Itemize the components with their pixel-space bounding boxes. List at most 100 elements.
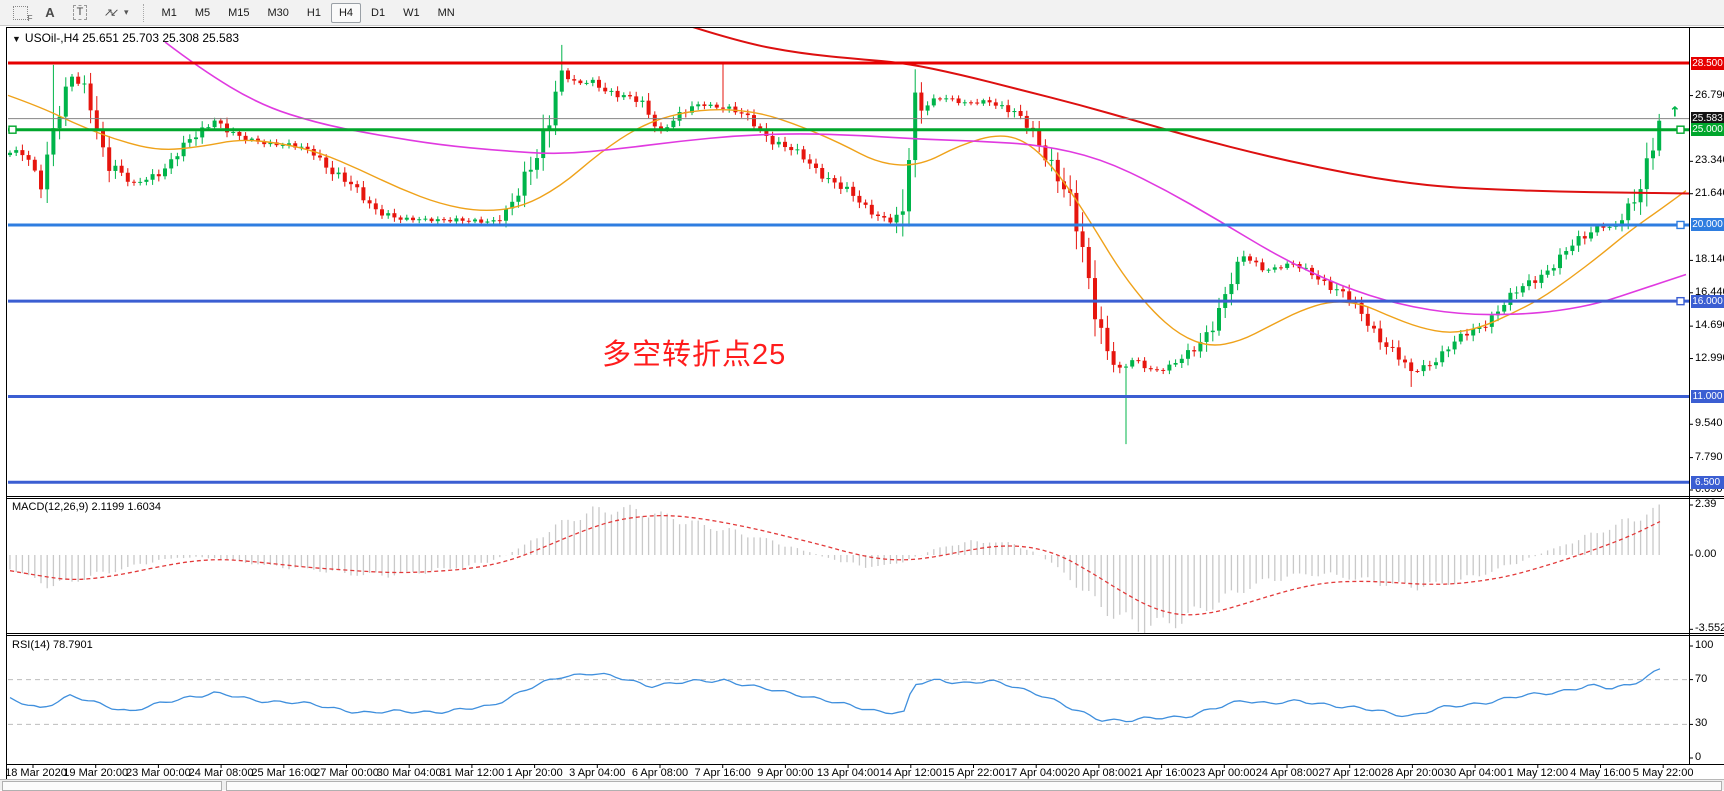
- candle-body: [1477, 326, 1482, 329]
- candle-body: [473, 219, 477, 222]
- candle-body: [1638, 189, 1643, 203]
- candle-body: [138, 181, 143, 183]
- timeframe-button-m30[interactable]: M30: [260, 3, 297, 23]
- candle-body: [125, 172, 130, 182]
- candle-body: [690, 106, 694, 113]
- candle-body: [1248, 256, 1252, 261]
- candle-body: [1217, 307, 1221, 331]
- candle-body: [187, 139, 192, 143]
- candle-body: [702, 104, 707, 106]
- text-tool-icon[interactable]: T: [68, 3, 92, 23]
- candle-body: [1198, 341, 1203, 352]
- candle-body: [1347, 291, 1352, 302]
- rsi-tick-label: 30: [1695, 717, 1708, 730]
- rsi-tick-label: 70: [1695, 672, 1708, 685]
- ma-orange-line: [7, 94, 1687, 346]
- price-badge: 11.000: [1691, 389, 1724, 403]
- candle-body: [566, 70, 570, 80]
- candle-body: [776, 141, 781, 145]
- candle-body: [621, 95, 626, 98]
- chart-shift-icon[interactable]: F: [8, 3, 33, 23]
- candle-body: [1620, 220, 1624, 225]
- candle-body: [1210, 330, 1215, 333]
- candle-body: [925, 105, 930, 111]
- candle-body: [76, 76, 81, 84]
- candle-body: [541, 130, 546, 159]
- candle-body: [615, 90, 620, 98]
- candle-body: [733, 106, 738, 113]
- date-tick-label: 23 Apr 00:00: [1193, 767, 1256, 779]
- candle-body: [386, 213, 391, 216]
- candle-body: [305, 146, 310, 149]
- candle-body: [882, 216, 887, 218]
- timeframe-button-h1[interactable]: H1: [299, 3, 329, 23]
- date-tick-label: 24 Apr 08:00: [1255, 767, 1319, 779]
- candle-body: [1341, 289, 1345, 292]
- timeframe-button-m15[interactable]: M15: [220, 3, 257, 23]
- candle-body: [1657, 120, 1662, 151]
- candle-body: [349, 181, 353, 185]
- candle-body: [975, 102, 980, 104]
- candle-body: [789, 147, 794, 151]
- date-tick-label: 5 May 22:00: [1632, 767, 1694, 779]
- candle-body: [1161, 369, 1166, 371]
- date-tick-label: 18 Mar 2020: [5, 767, 67, 779]
- candle-body: [547, 125, 552, 131]
- candle-body: [454, 218, 459, 222]
- candle-body: [448, 219, 453, 222]
- candle-body: [1229, 284, 1234, 295]
- candle-body: [1055, 159, 1060, 182]
- toolbar: F A T ↗↙ ▾ M1 M5 M15 M30 H1 H4 D1 W1 MN: [0, 0, 1724, 26]
- candle-body: [1384, 342, 1389, 347]
- candle-body: [1452, 341, 1457, 350]
- candle-body: [485, 221, 490, 223]
- candle-body: [1117, 364, 1122, 368]
- candle-body: [969, 102, 973, 104]
- cursor-tools-icon[interactable]: ↗↙: [103, 7, 119, 19]
- candle-body: [361, 187, 366, 201]
- timeframe-button-w1[interactable]: W1: [395, 3, 428, 23]
- macd-histogram: [9, 504, 1660, 634]
- dropdown-caret-icon[interactable]: ▾: [124, 7, 129, 17]
- candle-body: [528, 169, 533, 172]
- candle-body: [299, 146, 304, 148]
- candle-body: [1551, 268, 1556, 271]
- candle-body: [944, 98, 949, 100]
- timeframe-button-d1[interactable]: D1: [363, 3, 393, 23]
- arrow-label-icon[interactable]: A: [45, 5, 55, 20]
- date-tick-label: 1 Apr 20:00: [506, 767, 563, 779]
- candle-body: [330, 167, 335, 175]
- candle-body: [88, 83, 93, 111]
- price-badge: 6.500: [1691, 475, 1724, 489]
- collapse-triangle-icon[interactable]: ▼: [12, 34, 21, 44]
- macd-signal-line: [9, 514, 1661, 616]
- line-handle-marker: [1676, 220, 1685, 230]
- candle-body: [57, 116, 62, 129]
- price-tick-label: 18.140: [1695, 253, 1724, 266]
- candle-body: [764, 129, 769, 136]
- candle-body: [1074, 192, 1079, 232]
- date-tick-label: 21 Apr 16:00: [1130, 767, 1193, 779]
- candle-body: [107, 147, 112, 171]
- status-bar: [0, 779, 1724, 791]
- candle-body: [1024, 115, 1029, 128]
- candle-body: [32, 159, 37, 171]
- candle-body: [900, 211, 905, 215]
- toolbar-separator: [142, 3, 145, 22]
- candle-body: [1396, 347, 1401, 360]
- timeframe-button-mn[interactable]: MN: [430, 3, 463, 23]
- candle-body: [1502, 304, 1507, 312]
- candle-body: [677, 112, 682, 121]
- candle-body: [1372, 325, 1376, 329]
- candle-body: [225, 123, 229, 133]
- timeframe-button-m1[interactable]: M1: [154, 3, 185, 23]
- candle-body: [1179, 358, 1184, 364]
- timeframe-button-h4[interactable]: H4: [330, 2, 362, 23]
- candle-body: [1241, 256, 1246, 262]
- candle-body: [1427, 365, 1432, 367]
- candle-body: [907, 160, 911, 212]
- timeframe-button-m5[interactable]: M5: [187, 3, 218, 23]
- candle-body: [1322, 279, 1327, 281]
- candle-body: [63, 86, 68, 117]
